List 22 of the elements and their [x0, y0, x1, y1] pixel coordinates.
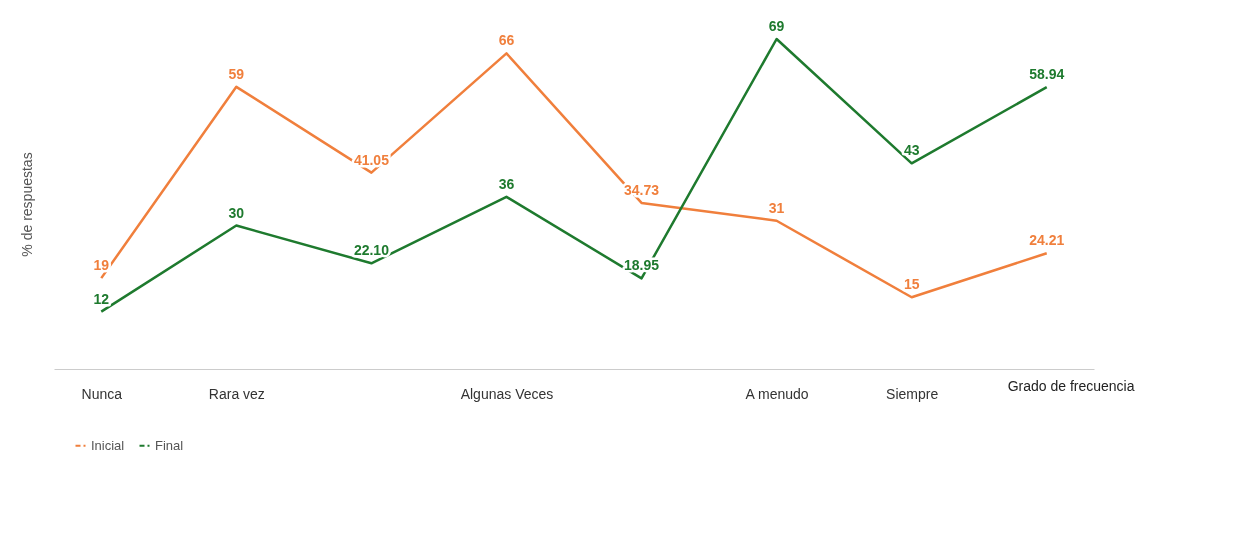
data-label: 58.94 — [1029, 66, 1065, 83]
data-label: 43 — [903, 142, 920, 159]
data-label: 59 — [228, 65, 245, 82]
data-label: 66 — [498, 32, 515, 49]
data-label: 30 — [228, 204, 245, 221]
data-label: 36 — [498, 175, 515, 192]
x-axis-title: Grado de frecuencia — [1007, 377, 1135, 394]
data-label: 15 — [903, 276, 920, 293]
x-tick-label: A menudo — [745, 385, 809, 402]
data-label: 69 — [768, 18, 785, 34]
y-axis-title: % de respuestas — [18, 152, 35, 257]
x-tick-label: Algunas Veces — [460, 385, 554, 402]
data-label: 22.10 — [353, 242, 390, 259]
data-label: 19 — [93, 257, 110, 274]
data-label: 31 — [768, 199, 785, 216]
data-label: 24.21 — [1029, 232, 1065, 249]
legend-label: Inicial — [91, 437, 125, 453]
x-tick-label: Rara vez — [208, 385, 265, 402]
x-tick-label: Nunca — [81, 385, 123, 402]
data-label: 12 — [93, 290, 110, 307]
legend-label: Final — [155, 437, 184, 453]
x-tick-label: Siempre — [886, 385, 939, 402]
